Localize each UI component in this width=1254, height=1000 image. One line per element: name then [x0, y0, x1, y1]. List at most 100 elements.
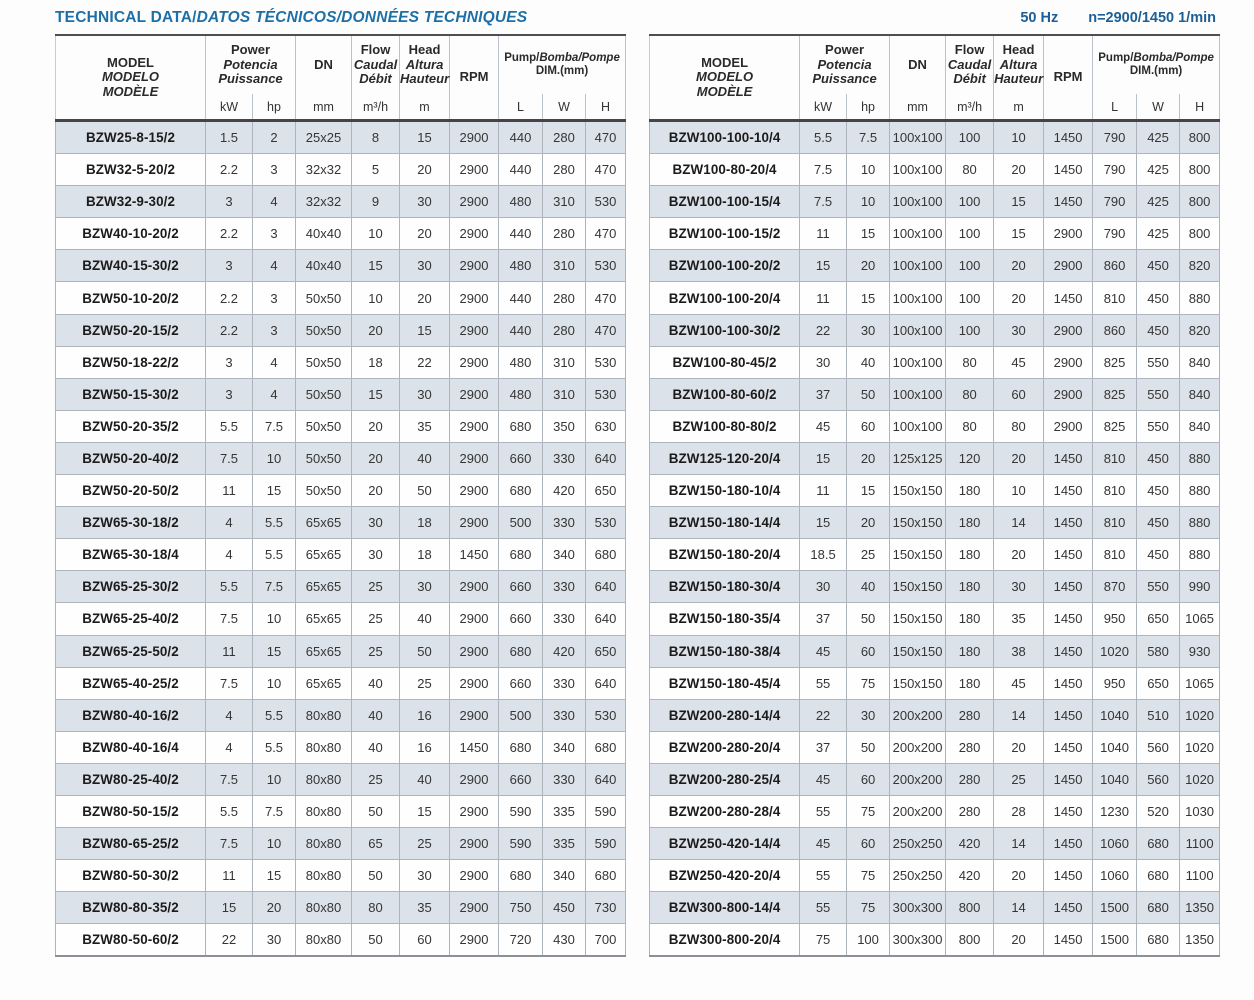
model-cell: BZW65-40-25/2 — [55, 666, 206, 700]
value-cell: 660 — [498, 762, 544, 796]
model-cell: BZW100-80-20/4 — [649, 153, 801, 187]
value-cell: 4 — [205, 538, 253, 572]
value-cell: 35 — [399, 891, 451, 925]
value-cell: 680 — [498, 730, 544, 764]
value-cell: 150x150 — [889, 538, 947, 572]
value-cell: 330 — [542, 602, 587, 636]
value-cell: 20 — [351, 409, 401, 443]
value-cell: 825 — [1092, 409, 1138, 443]
value-cell: 11 — [799, 217, 848, 251]
value-cell: 30 — [351, 506, 401, 540]
value-cell: 150x150 — [889, 506, 947, 540]
value-cell: 15 — [351, 377, 401, 411]
value-cell: 630 — [585, 409, 627, 443]
value-cell: 200x200 — [889, 794, 947, 829]
value-cell: 790 — [1092, 153, 1138, 187]
value-cell: 7.5 — [205, 762, 253, 796]
model-cell: BZW150-180-45/4 — [649, 666, 801, 700]
value-cell: 50x50 — [295, 313, 353, 347]
value-cell: 5.5 — [799, 119, 848, 155]
value-cell: 80x80 — [295, 698, 353, 732]
value-cell: 20 — [399, 281, 451, 315]
value-cell: 7.5 — [205, 602, 253, 636]
value-cell: 50 — [846, 602, 891, 636]
value-cell: 75 — [846, 859, 891, 893]
value-cell: 700 — [585, 923, 627, 957]
value-cell: 480 — [498, 249, 544, 283]
value-cell: 180 — [945, 602, 995, 636]
value-cell: 7.5 — [251, 409, 297, 443]
value-cell: 40 — [399, 441, 451, 476]
value-cell: 1230 — [1092, 794, 1138, 829]
value-cell: 10 — [251, 762, 297, 796]
value-cell: 45 — [799, 827, 848, 861]
value-cell: 2.2 — [205, 313, 253, 347]
table-row: BZW80-25-40/2 7.5 10 80x80 25 40 2900 660 330 640 — [55, 762, 627, 796]
value-cell: 40 — [351, 666, 401, 700]
value-cell: 330 — [542, 441, 587, 476]
value-cell: 810 — [1092, 474, 1138, 508]
value-cell: 500 — [498, 506, 544, 540]
value-cell: 30 — [799, 570, 848, 604]
value-cell: 520 — [1136, 794, 1181, 829]
value-cell: 790 — [1092, 119, 1138, 155]
model-cell: BZW80-40-16/2 — [55, 698, 206, 732]
model-cell: BZW80-50-60/2 — [55, 923, 206, 957]
model-cell: BZW200-280-25/4 — [649, 762, 801, 796]
col-flow: Flow Caudal Débit — [945, 35, 995, 94]
value-cell: 15 — [399, 119, 451, 155]
value-cell: 450 — [1136, 441, 1181, 476]
value-cell: 4 — [205, 730, 253, 764]
value-cell: 1450 — [1043, 281, 1094, 315]
value-cell: 2900 — [449, 313, 500, 347]
value-cell: 440 — [498, 217, 544, 251]
value-cell: 37 — [799, 377, 848, 411]
value-cell: 470 — [585, 313, 627, 347]
value-cell: 60 — [846, 409, 891, 443]
value-cell: 590 — [498, 794, 544, 829]
unit-h: H — [585, 94, 627, 121]
value-cell: 65x65 — [295, 538, 353, 572]
value-cell: 2900 — [1043, 249, 1094, 283]
page-title: TECHNICAL DATA/DATOS TÉCNICOS/DONNÉES TE… — [55, 9, 527, 27]
value-cell: 10 — [251, 666, 297, 700]
value-cell: 3 — [205, 249, 253, 283]
value-cell: 10 — [251, 827, 297, 861]
value-cell: 1020 — [1179, 698, 1221, 732]
value-cell: 11 — [799, 281, 848, 315]
value-cell: 25 — [399, 827, 451, 861]
table-row: BZW25-8-15/2 1.5 2 25x25 8 15 2900 440 280 470 — [55, 119, 627, 155]
value-cell: 680 — [498, 859, 544, 893]
flow-label-es: Caudal — [947, 56, 992, 72]
value-cell: 100 — [846, 923, 891, 957]
value-cell: 80x80 — [295, 859, 353, 893]
value-cell: 660 — [498, 441, 544, 476]
value-cell: 80x80 — [295, 794, 353, 829]
value-cell: 480 — [498, 185, 544, 219]
value-cell: 800 — [1179, 217, 1221, 251]
model-cell: BZW150-180-14/4 — [649, 506, 801, 540]
value-cell: 14 — [993, 698, 1045, 732]
operating-rates: 50 Hz n=2900/1450 1/min — [1020, 10, 1216, 26]
value-cell: 65x65 — [295, 666, 353, 700]
value-cell: 840 — [1179, 409, 1221, 443]
value-cell: 280 — [542, 313, 587, 347]
value-cell: 2900 — [449, 794, 500, 829]
value-cell: 680 — [498, 538, 544, 572]
value-cell: 420 — [945, 827, 995, 861]
value-cell: 200x200 — [889, 698, 947, 732]
value-cell: 5 — [351, 153, 401, 187]
value-cell: 15 — [846, 281, 891, 315]
value-cell: 340 — [542, 730, 587, 764]
value-cell: 20 — [993, 923, 1045, 957]
value-cell: 50x50 — [295, 281, 353, 315]
table-row: BZW250-420-20/4 55 75 250x250 420 20 1450 1060 6… — [649, 859, 1221, 893]
model-label-en: MODEL — [701, 54, 749, 70]
value-cell: 880 — [1179, 281, 1221, 315]
value-cell: 40 — [351, 698, 401, 732]
value-cell: 100x100 — [889, 409, 947, 443]
value-cell: 2900 — [449, 441, 500, 476]
value-cell: 420 — [945, 859, 995, 893]
model-cell: BZW25-8-15/2 — [55, 119, 206, 155]
value-cell: 1450 — [1043, 441, 1094, 476]
